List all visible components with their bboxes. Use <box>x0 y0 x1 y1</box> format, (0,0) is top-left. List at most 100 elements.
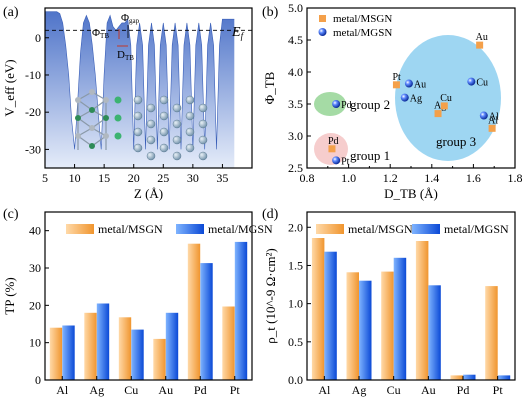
panel-a-potential-profile: Ef ΦTB DTB Φgap <box>2 7 253 201</box>
metal-atom <box>185 95 195 105</box>
veff-line <box>45 11 235 150</box>
metal-atom <box>198 119 208 129</box>
panel-d-legend: metal/MSGN metal/MGSN <box>316 222 509 236</box>
metal-atom <box>185 111 195 121</box>
panel-c-xtick-label: Cu <box>124 383 138 397</box>
msgn-point-cu <box>440 102 448 110</box>
panel-d-xtick-label: Ag <box>352 383 367 397</box>
panel-d-xtick-label: Cu <box>387 383 401 397</box>
panel-a-ylabel: V_eff (eV) <box>2 59 17 116</box>
panel-c-bar-au-msgn <box>153 338 166 380</box>
metal-atom <box>185 143 195 153</box>
phi-gap-label: Φgap <box>121 12 140 25</box>
panel-b-ytick-label: 4.5 <box>288 33 303 47</box>
metal-atoms <box>133 95 208 161</box>
panel-d-bar-cu-msgn <box>381 271 394 380</box>
metal-atom <box>172 119 182 129</box>
mgsn-point-au <box>404 79 413 88</box>
legend-c-msgn-swatch <box>66 224 94 234</box>
legend-c-msgn-label: metal/MSGN <box>98 222 163 236</box>
panel-a-xlabel: Z (Å) <box>134 186 163 201</box>
panel-d-bar-ag-msgn <box>346 272 359 380</box>
legend-mgsn-label: metal/MGSN <box>333 27 392 39</box>
panel-c-ytick-label: 40 <box>29 224 41 238</box>
panel-d-ytick-label: 0.5 <box>288 335 303 349</box>
panel-d-xtick-label: Au <box>421 383 436 397</box>
legend-c-mgsn-swatch <box>176 224 204 234</box>
mgsn-point-label-al: Al <box>489 112 499 123</box>
panel-a-xtick-label: 30 <box>187 171 199 185</box>
panel-a-xtick-label: 15 <box>98 171 110 185</box>
metal-atom <box>133 111 143 121</box>
group-1-label: group 1 <box>350 148 390 163</box>
metal-atom <box>172 103 182 113</box>
mgsn-point-label-cu: Cu <box>476 78 488 89</box>
panel-c-ytick-label: 30 <box>29 261 41 275</box>
panel-d-bar-pd-msgn <box>450 375 463 380</box>
panel-d-xtick-label: Pd <box>457 383 470 397</box>
panel-b-ylabel: Φ_TB <box>262 71 277 104</box>
mgsn-point-pd <box>332 100 341 108</box>
panel-d-ytick-label: 1.5 <box>288 258 303 272</box>
panel-label-c: (c) <box>3 207 19 222</box>
panel-c-ytick-label: 10 <box>29 336 41 350</box>
legend-mgsn-marker <box>318 28 327 36</box>
panel-d-xtick-label: Al <box>318 383 331 397</box>
panel-b-scatter: group 1 group 2 group 3 AlAgCuAuPdPtAlAg… <box>262 1 522 201</box>
panel-c-ylabel: TP (%) <box>2 277 17 314</box>
panel-b-ytick-label: 4.0 <box>288 65 303 79</box>
panel-c-bar-cu-msgn <box>118 317 132 380</box>
panel-b-ytick-label: 3.5 <box>288 97 303 111</box>
msgn-point-label-pt: Pt <box>392 72 401 83</box>
panel-c-bar-pt-msgn <box>222 306 235 380</box>
panel-d-xtick-label: Pt <box>493 383 504 397</box>
panel-c-legend: metal/MSGN metal/MGSN <box>66 222 273 236</box>
panel-d-bar-cu-mgsn <box>393 257 407 380</box>
metal-atom <box>198 135 208 145</box>
panel-a-xtick-label: 35 <box>216 171 228 185</box>
metal-atom <box>146 119 156 129</box>
panel-d-ylabel: ρ_t (10^-9 Ω·cm²) <box>263 248 278 343</box>
panel-d-bar-pd-mgsn <box>463 374 476 380</box>
panel-a-axes: 5 10 15 20 25 30 35 -30 -20 -10 0 Z (Å) V_eff (eV) <box>2 7 253 201</box>
panel-c-bar-pd-mgsn <box>200 263 213 380</box>
msgn-point-pd <box>328 145 336 153</box>
legend-d-mgsn-swatch <box>412 224 440 234</box>
mgsn-point-label-au: Au <box>414 80 426 91</box>
msgn-point-au <box>476 41 484 49</box>
panel-label-d: (d) <box>262 207 279 222</box>
panel-c-bar-al-mgsn <box>62 325 75 380</box>
panel-c-ytick-label: 20 <box>29 298 41 312</box>
legend-msgn-label: metal/MSGN <box>333 13 392 25</box>
group-3-label: group 3 <box>436 134 476 149</box>
panel-b-xtick-label: 1.4 <box>424 171 439 185</box>
legend-msgn-marker <box>319 15 326 22</box>
panel-d-bar-au-mgsn <box>428 285 441 380</box>
metal-atom <box>133 95 143 105</box>
msgn-point-label-ag: Ag <box>434 101 446 112</box>
msgn-point-label-al: Al <box>488 115 498 126</box>
group-2-label: group 2 <box>350 97 390 112</box>
metal-atom <box>146 135 156 145</box>
msgn-point-label-cu: Cu <box>440 93 452 104</box>
panel-b-axes: 0.8 1.0 1.2 1.4 1.6 1.8 2.5 3.0 3.5 4.0 4.5 5.0 D_TB… <box>262 1 522 201</box>
panel-c-bars <box>49 241 248 380</box>
panel-label-b: (b) <box>262 5 279 20</box>
metal-atom <box>159 143 169 153</box>
panel-label-a: (a) <box>3 5 19 20</box>
msgn-point-label-pd: Pd <box>328 136 339 147</box>
panel-d-bar-chart: metal/MSGN metal/MGSN Al Ag Cu Au Pd Pt 0.0 0.5… <box>263 211 516 397</box>
metal-atom <box>185 127 195 137</box>
panel-c-axes: Al Ag Cu Au Pd Pt 0 10 20 30 40 TP (%) <box>2 211 253 397</box>
panel-d-bar-au-msgn <box>415 241 429 380</box>
panel-b-ytick-label: 3.0 <box>288 129 303 143</box>
panel-b-ytick-label: 5.0 <box>288 1 303 15</box>
panel-a-xtick-label: 10 <box>69 171 81 185</box>
panel-a-frame <box>44 7 253 169</box>
panel-c-bar-cu-mgsn <box>131 329 144 380</box>
panel-d-ytick-label: 0.0 <box>288 373 303 387</box>
panel-c-bar-ag-mgsn <box>96 303 110 380</box>
panel-c-bar-pd-msgn <box>187 243 201 380</box>
